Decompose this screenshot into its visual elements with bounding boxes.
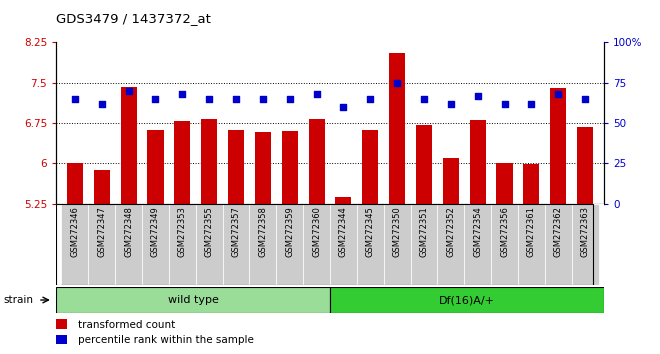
Bar: [330, 287, 604, 313]
Point: [553, 91, 564, 97]
Bar: [222, 204, 249, 285]
Point: [284, 96, 295, 102]
Point: [418, 96, 429, 102]
Text: GSM272360: GSM272360: [312, 206, 321, 257]
Bar: [88, 204, 116, 285]
Bar: [277, 204, 303, 285]
Bar: [67, 163, 83, 204]
Bar: [550, 88, 566, 204]
Bar: [411, 204, 438, 285]
Bar: [523, 164, 539, 204]
Bar: [142, 204, 169, 285]
Text: GSM272363: GSM272363: [581, 206, 589, 257]
Bar: [169, 204, 196, 285]
Text: Df(16)A/+: Df(16)A/+: [439, 295, 495, 305]
Bar: [56, 335, 67, 344]
Point: [446, 101, 456, 107]
Bar: [544, 204, 572, 285]
Bar: [443, 158, 459, 204]
Bar: [496, 163, 513, 204]
Text: wild type: wild type: [168, 295, 218, 305]
Text: percentile rank within the sample: percentile rank within the sample: [78, 335, 254, 346]
Text: GSM272359: GSM272359: [285, 206, 294, 257]
Bar: [383, 204, 411, 285]
Bar: [464, 204, 491, 285]
Text: GSM272345: GSM272345: [366, 206, 375, 257]
Bar: [470, 120, 486, 204]
Point: [499, 101, 510, 107]
Point: [177, 91, 187, 97]
Point: [580, 96, 591, 102]
Bar: [362, 130, 378, 204]
Bar: [196, 204, 222, 285]
Bar: [121, 87, 137, 204]
Text: GSM272349: GSM272349: [151, 206, 160, 257]
Point: [96, 101, 107, 107]
Point: [150, 96, 161, 102]
Bar: [56, 287, 330, 313]
Bar: [249, 204, 277, 285]
Point: [204, 96, 214, 102]
Text: GSM272362: GSM272362: [554, 206, 563, 257]
Point: [365, 96, 376, 102]
Bar: [174, 121, 190, 204]
Point: [123, 88, 134, 94]
Point: [338, 104, 348, 110]
Text: GDS3479 / 1437372_at: GDS3479 / 1437372_at: [56, 12, 211, 25]
Text: GSM272355: GSM272355: [205, 206, 214, 257]
Text: GSM272358: GSM272358: [258, 206, 267, 257]
Bar: [94, 170, 110, 204]
Bar: [147, 130, 164, 204]
Bar: [308, 119, 325, 204]
Text: GSM272353: GSM272353: [178, 206, 187, 257]
Text: GSM272347: GSM272347: [97, 206, 106, 257]
Point: [526, 101, 537, 107]
Bar: [330, 204, 357, 285]
Text: GSM272351: GSM272351: [420, 206, 428, 257]
Bar: [61, 204, 88, 285]
Text: GSM272356: GSM272356: [500, 206, 509, 257]
Bar: [201, 119, 217, 204]
Bar: [572, 204, 599, 285]
Point: [392, 80, 403, 86]
Bar: [577, 127, 593, 204]
Point: [231, 96, 242, 102]
Text: GSM272348: GSM272348: [124, 206, 133, 257]
Bar: [491, 204, 518, 285]
Bar: [518, 204, 544, 285]
Text: GSM272361: GSM272361: [527, 206, 536, 257]
Bar: [228, 130, 244, 204]
Text: transformed count: transformed count: [78, 320, 176, 330]
Bar: [255, 132, 271, 204]
Text: GSM272344: GSM272344: [339, 206, 348, 257]
Bar: [438, 204, 464, 285]
Point: [257, 96, 268, 102]
Text: GSM272350: GSM272350: [393, 206, 402, 257]
Point: [69, 96, 80, 102]
Bar: [115, 204, 142, 285]
Point: [473, 93, 483, 98]
Point: [312, 91, 322, 97]
Bar: [389, 53, 405, 204]
Bar: [335, 196, 352, 204]
Text: GSM272354: GSM272354: [473, 206, 482, 257]
Bar: [416, 125, 432, 204]
Bar: [303, 204, 330, 285]
Text: GSM272346: GSM272346: [71, 206, 79, 257]
Text: strain: strain: [3, 295, 33, 305]
Text: GSM272357: GSM272357: [232, 206, 240, 257]
Text: GSM272352: GSM272352: [446, 206, 455, 257]
Bar: [357, 204, 383, 285]
Bar: [282, 131, 298, 204]
Bar: [56, 319, 67, 329]
